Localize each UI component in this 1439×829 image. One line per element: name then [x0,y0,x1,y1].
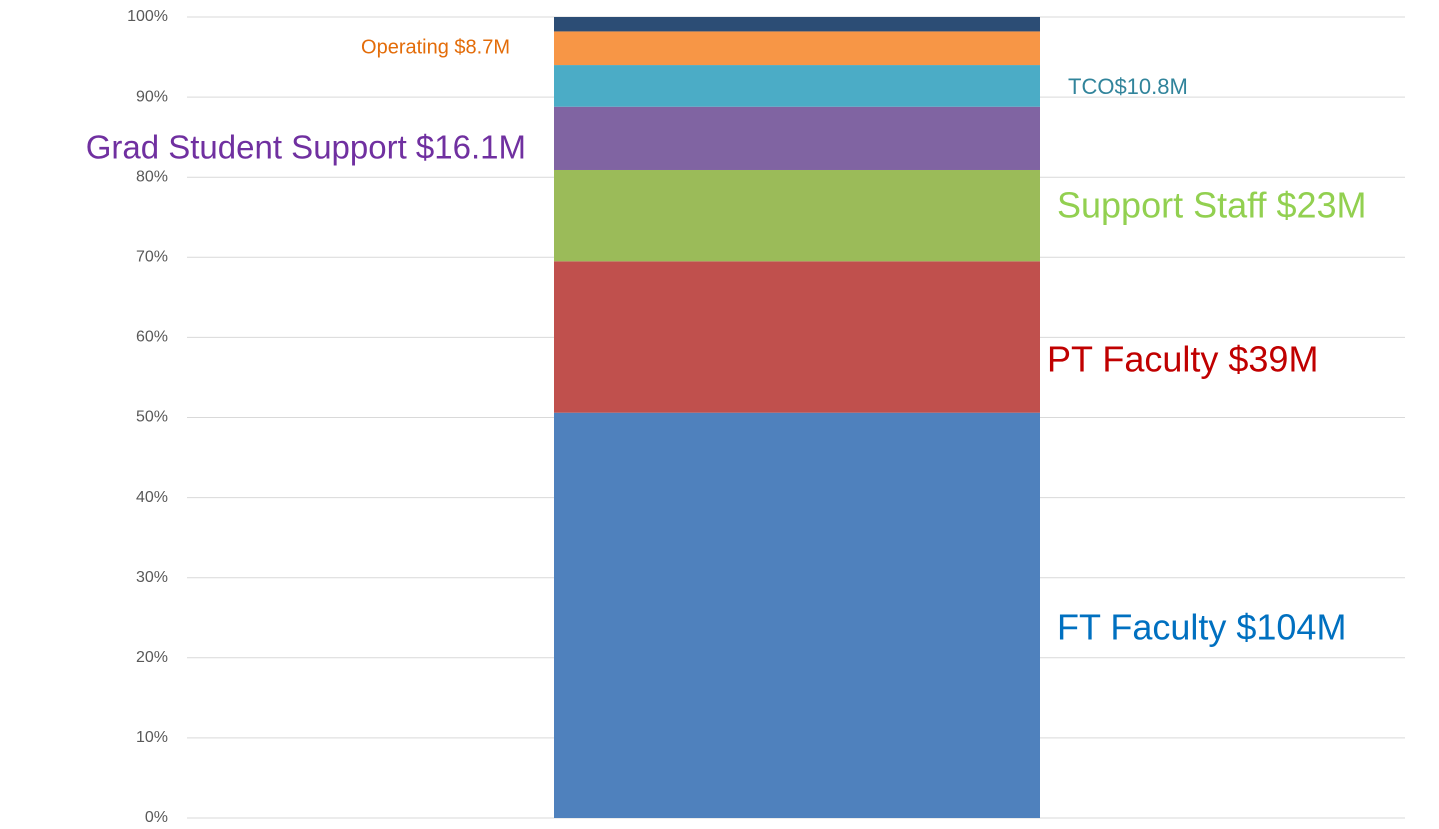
bar-segment [554,261,1040,413]
y-tick-label: 40% [136,489,168,506]
bar-segment [554,17,1040,32]
bar-segment [554,31,1040,66]
bar-segment [554,106,1040,170]
y-tick-label: 80% [136,168,168,185]
segment-label: Operating $8.7M [361,36,510,58]
y-tick-label: 30% [136,569,168,586]
y-tick-label: 0% [145,809,168,826]
segment-label: Grad Student Support $16.1M [86,129,526,166]
bar-segment [554,169,1040,262]
segment-label: PT Faculty $39M [1047,339,1318,380]
y-tick-label: 50% [136,409,168,426]
bar-segment [554,412,1040,818]
y-tick-label: 70% [136,249,168,266]
segment-label: FT Faculty $104M [1057,607,1346,648]
y-tick-label: 10% [136,729,168,746]
segment-label: TCO$10.8M [1068,74,1188,99]
y-tick-label: 90% [136,88,168,105]
bar-segment [554,65,1040,107]
y-tick-label: 100% [127,8,168,25]
segment-label: Support Staff $23M [1057,185,1367,226]
y-tick-label: 20% [136,649,168,666]
y-tick-label: 60% [136,329,168,346]
